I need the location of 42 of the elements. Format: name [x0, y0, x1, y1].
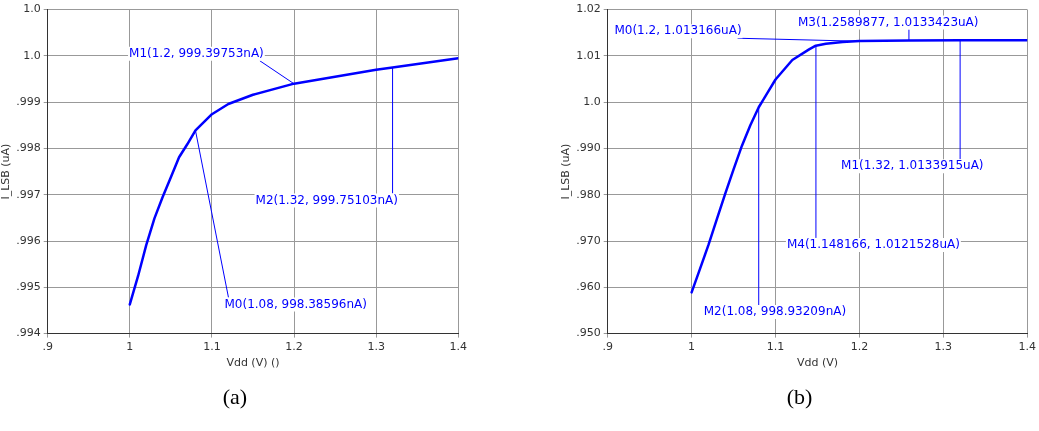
- x-tick-label: 1.1: [766, 340, 785, 354]
- x-tick-label: 1.4: [449, 340, 467, 354]
- y-tick-label: .998: [16, 141, 41, 155]
- annotation: M0(1.2, 1.013166uA): [614, 23, 742, 38]
- x-axis-title: Vdd (V) (): [226, 356, 280, 370]
- y-tick-label: 1.0: [23, 2, 41, 16]
- y-tick-label: .950: [576, 326, 601, 340]
- x-tick-label: .9: [42, 340, 53, 354]
- y-tick-label: .995: [16, 280, 41, 294]
- x-tick-label: 1: [688, 340, 696, 354]
- y-tick-label: .997: [16, 187, 41, 201]
- annotation: M4(1.148166, 1.0121528uA): [786, 237, 960, 252]
- x-tick-label: 1.3: [367, 340, 385, 354]
- y-tick-label: .990: [576, 141, 601, 155]
- y-tick-label: .999: [16, 95, 41, 109]
- annotation: M1(1.2, 999.39753nA): [129, 45, 264, 60]
- x-tick-label: .9: [602, 340, 613, 354]
- y-axis-title: I_LSB (uA): [559, 143, 573, 200]
- x-tick-label: 1.2: [850, 340, 869, 354]
- annotation: M1(1.32, 1.0133915uA): [841, 158, 984, 173]
- y-axis-title: I_LSB (uA): [0, 143, 13, 200]
- annotation: M3(1.2589877, 1.0133423uA): [797, 14, 979, 29]
- y-tick-label: 1.0: [583, 95, 601, 109]
- y-tick-label: .996: [16, 233, 41, 247]
- annotation: M2(1.08, 998.93209nA): [703, 304, 847, 319]
- x-tick-label: 1.2: [285, 340, 303, 354]
- x-tick-label: 1.3: [934, 340, 953, 354]
- x-tick-label: 1.1: [203, 340, 221, 354]
- y-tick-label: 1.01: [576, 48, 601, 62]
- y-tick-label: 1.0: [23, 48, 41, 62]
- y-tick-label: .980: [576, 187, 601, 201]
- text: (a): [221, 384, 249, 410]
- x-tick-label: 1.4: [1018, 340, 1036, 354]
- text: (b): [785, 384, 814, 410]
- y-tick-label: .960: [576, 280, 601, 294]
- annotation: M0(1.08, 998.38596nA): [224, 296, 367, 311]
- annotation: M2(1.32, 999.75103nA): [255, 192, 398, 207]
- x-tick-label: 1: [126, 340, 134, 354]
- x-axis-title: Vdd (V): [796, 356, 839, 370]
- y-tick-label: .970: [576, 233, 601, 247]
- y-tick-label: 1.02: [576, 2, 601, 16]
- y-tick-label: .994: [16, 326, 41, 340]
